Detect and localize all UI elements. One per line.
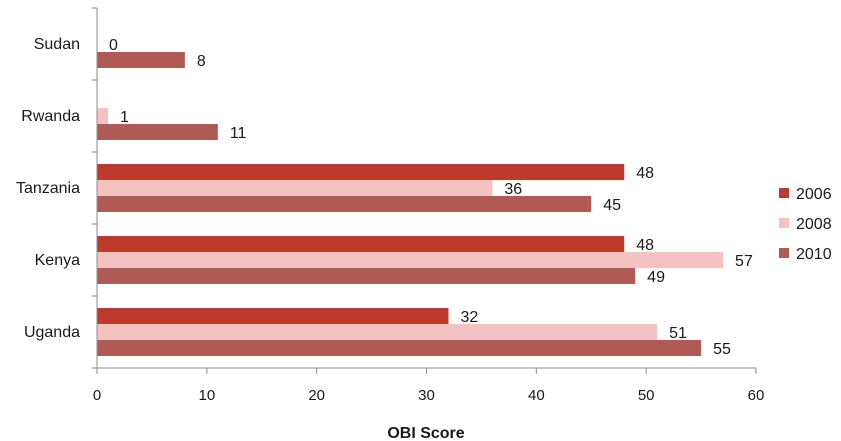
data-label-tanzania-2008: 36 (504, 181, 522, 198)
x-tick-label: 20 (308, 387, 325, 404)
bar-uganda-2006 (97, 308, 449, 324)
data-label-tanzania-2010: 45 (603, 197, 621, 214)
data-label-uganda-2008: 51 (669, 325, 687, 342)
bar-tanzania-2008 (97, 180, 493, 196)
legend-label-2006: 2006 (796, 186, 832, 203)
bars-layer (97, 52, 724, 356)
legend-swatch-2010 (779, 248, 789, 258)
data-label-rwanda-2010: 11 (230, 125, 247, 142)
data-label-sudan-2010: 8 (197, 53, 206, 70)
x-axis-title: OBI Score (387, 425, 464, 441)
bar-tanzania-2010 (97, 196, 592, 212)
x-tick-label: 60 (748, 387, 765, 404)
legend-swatch-2006 (779, 188, 789, 198)
bar-tanzania-2006 (97, 164, 625, 180)
data-label-sudan-2008: 0 (109, 37, 118, 54)
x-tick-label: 10 (198, 387, 215, 404)
labels-layer: 08Sudan111Rwanda483645Tanzania485749Keny… (16, 36, 753, 358)
data-label-kenya-2008: 57 (735, 253, 753, 270)
bar-kenya-2010 (97, 268, 636, 284)
x-tick-label: 50 (638, 387, 655, 404)
category-label-tanzania: Tanzania (16, 180, 80, 197)
bar-kenya-2006 (97, 236, 625, 252)
axes-layer: 0 10 20 30 40 50 60 (92, 7, 765, 404)
data-label-kenya-2006: 48 (636, 237, 654, 254)
category-label-rwanda: Rwanda (21, 108, 80, 125)
bar-kenya-2008 (97, 252, 724, 268)
bar-rwanda-2010 (97, 124, 218, 140)
category-label-kenya: Kenya (35, 252, 80, 269)
legend-label-2010: 2010 (796, 246, 832, 263)
x-tick-label: 40 (528, 387, 545, 404)
bar-rwanda-2008 (97, 108, 108, 124)
x-tick-label: 30 (418, 387, 435, 404)
legend-swatch-2008 (779, 218, 789, 228)
data-label-kenya-2010: 49 (647, 269, 665, 286)
data-label-uganda-2010: 55 (713, 341, 731, 358)
legend-label-2008: 2008 (796, 216, 832, 233)
legend: 2006 2008 2010 (779, 186, 832, 263)
category-label-uganda: Uganda (24, 324, 80, 341)
data-label-uganda-2006: 32 (460, 309, 478, 326)
x-tick-label: 0 (93, 387, 101, 404)
data-label-tanzania-2006: 48 (636, 165, 654, 182)
data-label-rwanda-2008: 1 (120, 109, 129, 126)
bar-sudan-2010 (97, 52, 185, 68)
bar-uganda-2010 (97, 340, 702, 356)
bar-uganda-2008 (97, 324, 658, 340)
category-label-sudan: Sudan (34, 36, 80, 53)
